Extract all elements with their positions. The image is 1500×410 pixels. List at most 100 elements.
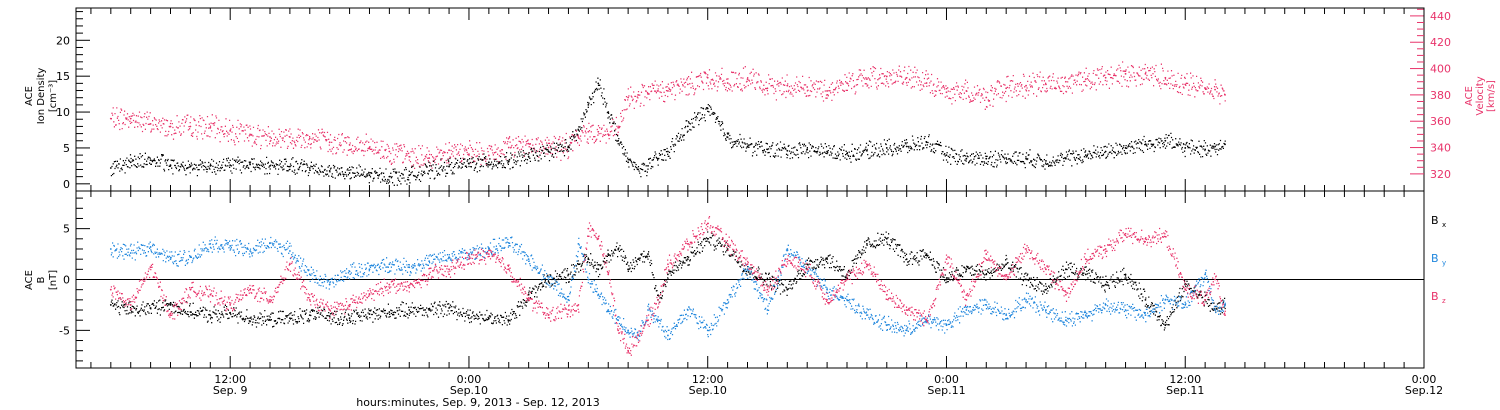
- bx-series-point: [109, 304, 112, 306]
- density-series-point: [468, 162, 470, 165]
- bx-series-point: [308, 314, 311, 317]
- bz-series-point: [209, 293, 212, 296]
- density-series-point: [308, 167, 311, 169]
- by-series-point: [657, 319, 659, 322]
- by-series-point: [1104, 304, 1107, 306]
- bx-series-point: [826, 258, 828, 261]
- density-series-point: [428, 170, 431, 172]
- bx-series-point: [468, 314, 470, 317]
- legend: B x B y B z: [1431, 214, 1446, 305]
- density-series-point: [1005, 157, 1008, 159]
- bz-series-point: [428, 273, 431, 276]
- velocity-tick-label: 420: [1430, 36, 1451, 49]
- by-series-point: [945, 324, 948, 327]
- density-ylabel-line1: ACE: [24, 86, 35, 106]
- velocity-series-point: [527, 142, 530, 145]
- by-series-point: [1045, 309, 1047, 311]
- density-series-point: [388, 175, 391, 178]
- bx-series-point: [587, 258, 590, 261]
- bz-series-point: [1204, 298, 1207, 301]
- velocity-series-point: [985, 96, 988, 99]
- bx-series-point: [637, 258, 639, 261]
- bottom-x-ticks: [90, 191, 1425, 368]
- velocity-series-point: [925, 82, 928, 84]
- bz-series-point: [905, 309, 908, 311]
- by-series-point: [706, 329, 709, 332]
- by-series-point: [885, 324, 888, 327]
- density-series-point: [657, 157, 659, 160]
- density-series-point: [627, 161, 630, 164]
- bz-series-point: [1144, 237, 1147, 240]
- bottom-series: [109, 215, 1226, 356]
- bz-series-point: [766, 288, 769, 291]
- velocity-series-point: [269, 136, 271, 138]
- by-series-point: [1084, 314, 1087, 317]
- density-series-point: [1064, 157, 1067, 160]
- by-series-point: [468, 253, 470, 255]
- velocity-series-point: [617, 126, 620, 129]
- velocity-series-point: [667, 90, 669, 92]
- by-series-point: [547, 278, 550, 281]
- bz-series-point: [229, 304, 232, 306]
- velocity-series-point: [846, 82, 848, 84]
- velocity-series-point: [766, 87, 769, 90]
- bx-series-point: [368, 313, 371, 315]
- velocity-series-point: [448, 149, 450, 152]
- velocity-series-point: [368, 146, 371, 149]
- density-series-point: [169, 164, 172, 167]
- velocity-series-point: [1184, 83, 1187, 86]
- density-series-point: [667, 150, 669, 153]
- velocity-series-point: [746, 78, 749, 80]
- by-series-point: [1144, 314, 1147, 317]
- legend-subscript: y: [1442, 259, 1446, 267]
- field-tick-label: -5: [59, 324, 70, 337]
- bz-series-point: [328, 309, 331, 311]
- velocity-series-point: [1025, 84, 1027, 87]
- bz-series-point: [388, 283, 391, 286]
- bz-series-point: [1025, 248, 1027, 250]
- by-series-point: [1124, 309, 1127, 311]
- bz-series-point: [249, 288, 251, 291]
- bz-series-point: [647, 319, 649, 322]
- bz-series-point: [786, 258, 789, 261]
- by-series-point: [1184, 304, 1187, 306]
- by-series-point: [149, 246, 152, 248]
- by-series-point: [1164, 298, 1167, 301]
- density-series-point: [846, 152, 848, 155]
- bz-series-point: [637, 334, 639, 337]
- density-series-point: [766, 148, 769, 151]
- bx-series-point: [607, 253, 610, 255]
- bx-series-point: [1104, 283, 1107, 286]
- bx-series-point: [527, 293, 530, 296]
- velocity-series-point: [657, 90, 659, 92]
- density-series-point: [647, 164, 649, 167]
- bx-series-point: [1025, 278, 1027, 281]
- velocity-series-point: [637, 93, 639, 96]
- bx-series-point: [1064, 268, 1067, 271]
- density-series: [110, 77, 1226, 186]
- bx-series-point: [627, 268, 630, 271]
- density-series-point: [527, 155, 530, 158]
- bz-series-point: [527, 298, 530, 301]
- by-series-point: [249, 250, 251, 252]
- velocity-tick-label: 340: [1430, 142, 1451, 155]
- by-series-point: [328, 283, 331, 286]
- bz-series-point: [1104, 248, 1107, 250]
- top-x-ticks: [90, 8, 1425, 191]
- bx-series-point: [1124, 273, 1127, 276]
- velocity-series-point: [1064, 80, 1067, 83]
- by-series-point: [865, 314, 868, 317]
- bz-series-point: [1184, 288, 1187, 291]
- bz-series-point: [806, 268, 809, 271]
- by-series-point: [846, 298, 848, 301]
- bx-series-point: [249, 317, 251, 320]
- legend-bx: B x: [1431, 214, 1446, 229]
- bz-series: [110, 215, 1226, 356]
- by-series-point: [487, 248, 490, 250]
- bx-series-point: [1005, 263, 1008, 266]
- bz-series-point: [1164, 235, 1167, 238]
- density-series-point: [328, 170, 331, 172]
- density-series-point: [1184, 147, 1187, 149]
- density-series-point: [149, 159, 152, 162]
- velocity-ylabel-line1: ACE: [1464, 86, 1475, 106]
